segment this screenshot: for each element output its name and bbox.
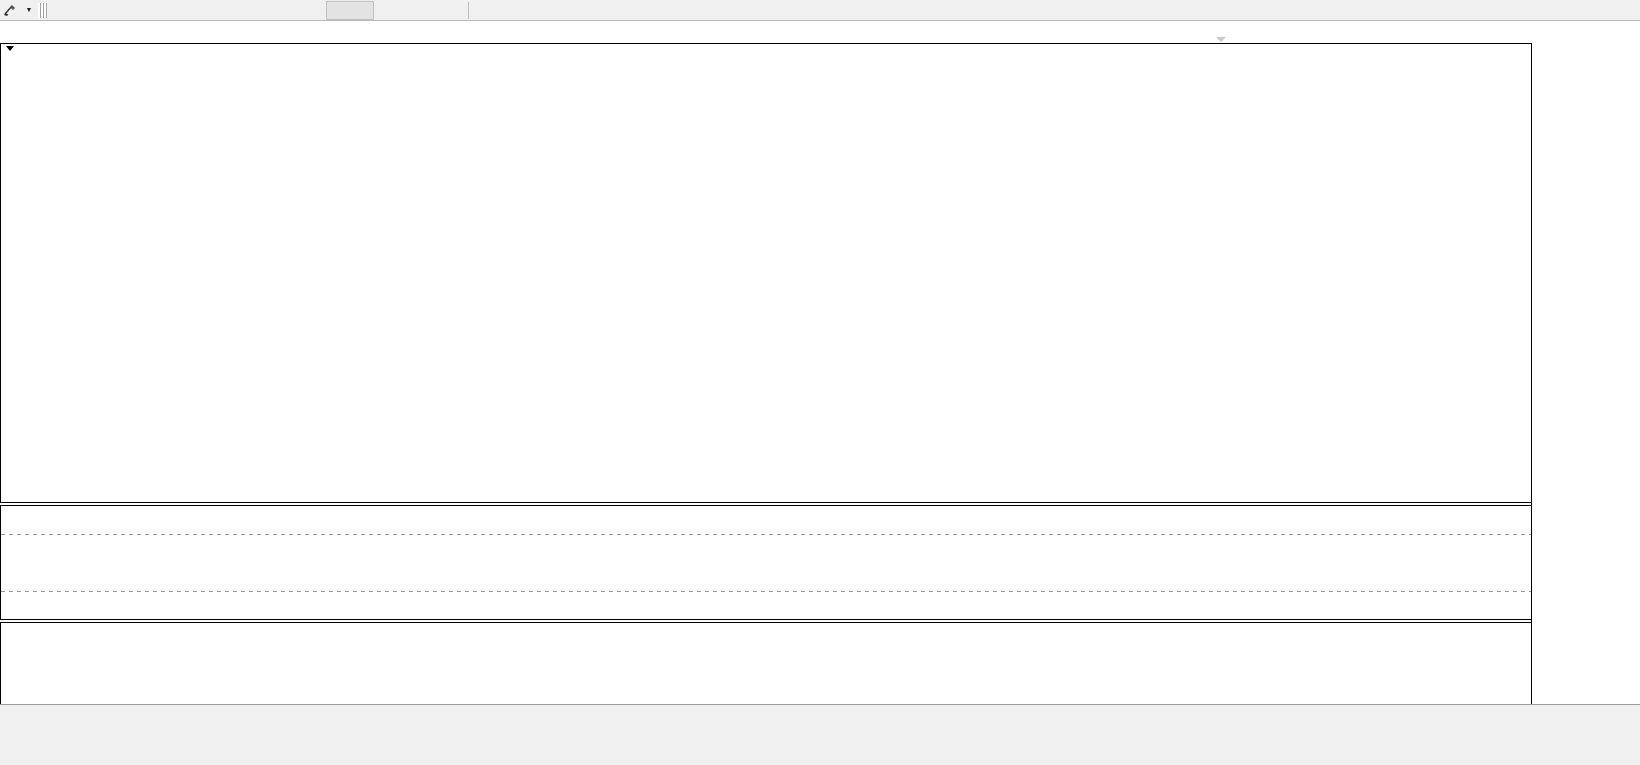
timeframe-h1[interactable] xyxy=(234,1,280,20)
timeframe-h4[interactable] xyxy=(280,1,326,20)
timeframe-mn[interactable] xyxy=(420,1,466,20)
toolbar-grip[interactable] xyxy=(38,2,47,18)
rsi-canvas xyxy=(1,506,1531,619)
macd-scale xyxy=(1534,622,1638,705)
chart-symbol-header xyxy=(6,46,19,51)
top-toolbar: ▼ xyxy=(0,0,1640,21)
macd-canvas xyxy=(1,623,1531,704)
timeframe-d1[interactable] xyxy=(326,0,374,20)
rsi-scale xyxy=(1534,505,1638,620)
timeframe-m30[interactable] xyxy=(188,1,234,20)
price-scale[interactable] xyxy=(1534,43,1638,503)
price-canvas xyxy=(1,44,1531,502)
scroll-marker-icon xyxy=(1216,37,1226,42)
rsi-level-70-guide xyxy=(1,534,1531,535)
chart-area[interactable] xyxy=(0,21,1640,705)
timeframe-bar xyxy=(50,0,466,20)
toolbar-dropdown-caret-icon[interactable]: ▼ xyxy=(25,6,33,14)
timeframe-w1[interactable] xyxy=(374,1,420,20)
collapse-triangle-icon[interactable] xyxy=(6,46,14,51)
toolbar-separator xyxy=(468,1,469,19)
chart-tab-bar[interactable] xyxy=(0,704,1640,765)
rsi-level-30-guide xyxy=(1,591,1531,592)
price-pane[interactable] xyxy=(0,43,1532,503)
timeframe-m15[interactable] xyxy=(142,1,188,20)
crosshair-icon[interactable] xyxy=(0,1,22,19)
timeframe-m5[interactable] xyxy=(96,1,142,20)
rsi-pane[interactable] xyxy=(0,505,1532,620)
vertical-axis-line xyxy=(1531,43,1532,705)
macd-pane[interactable] xyxy=(0,622,1532,705)
timeframe-m1[interactable] xyxy=(50,1,96,20)
